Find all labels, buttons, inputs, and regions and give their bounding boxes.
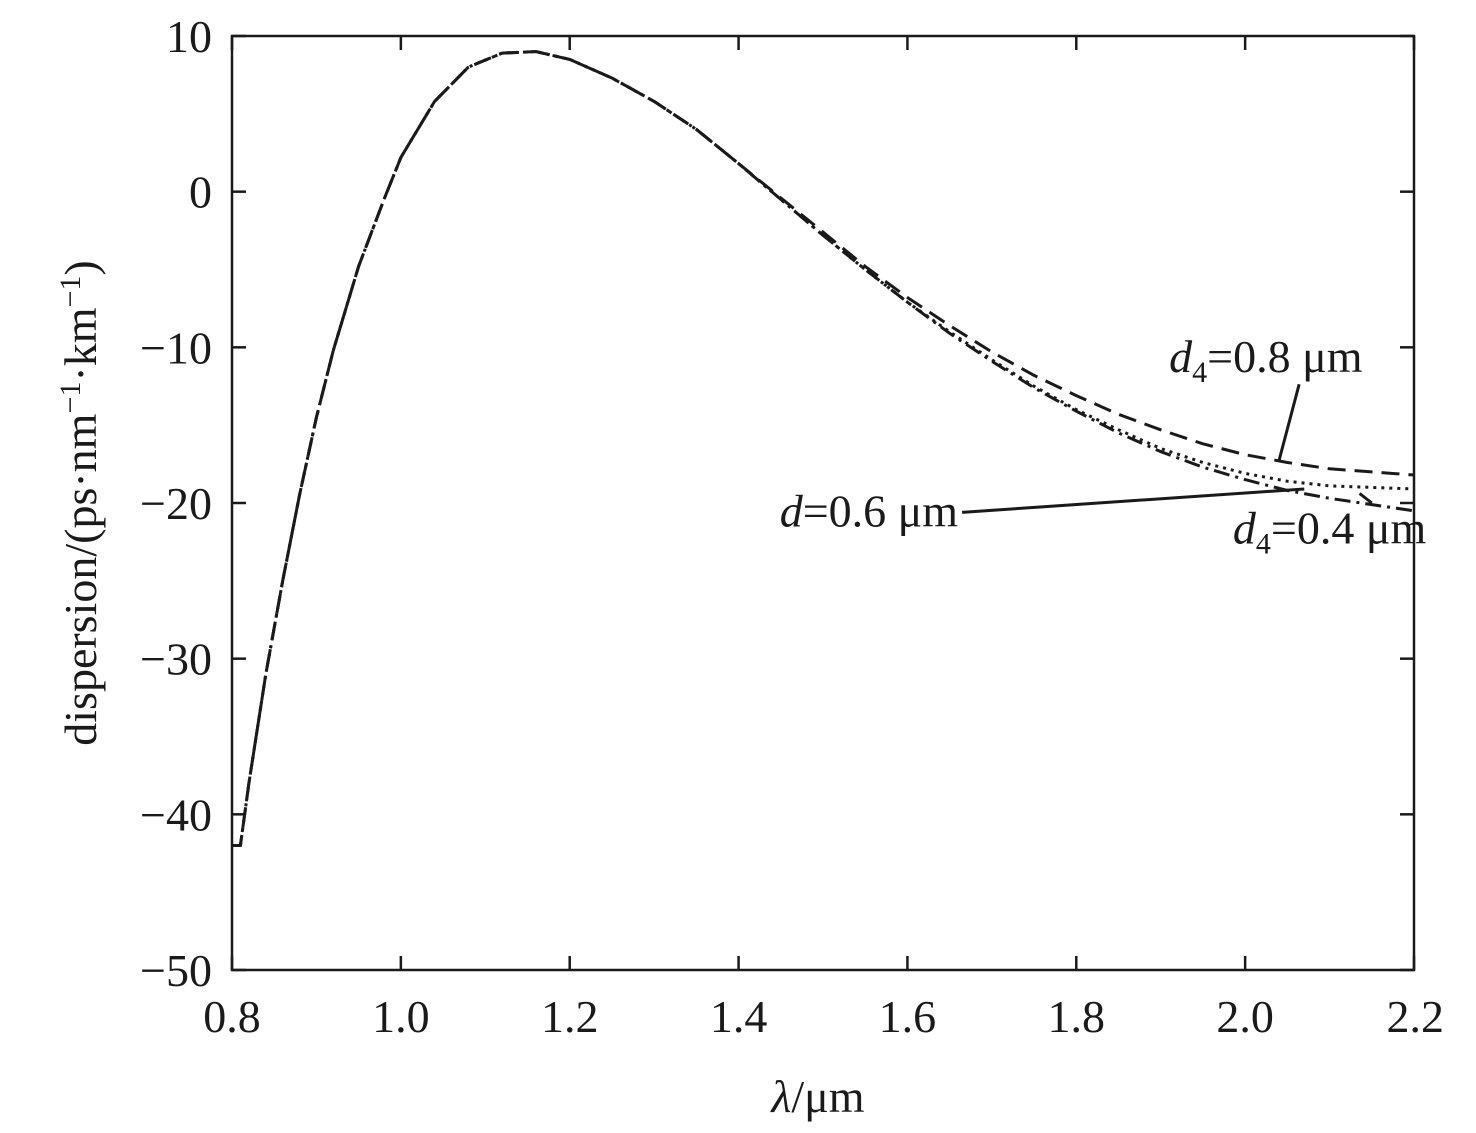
annotations-group: d4=0.8 μmd=0.6 μm d4=0.4 μm [780, 331, 1427, 560]
y-axis-title: dispersion/(ps·nm−1·km−1) [54, 260, 107, 745]
series-line-2 [232, 50, 1415, 847]
x-axis-unit: /μm [791, 1071, 864, 1122]
y-axis-title-sup2: −1 [54, 276, 87, 308]
y-tick-label: −30 [140, 634, 212, 685]
x-tick-label: 1.6 [879, 991, 937, 1042]
annotation-label-1: d4=0.8 μm [1169, 331, 1363, 389]
x-tick-label: 1.2 [541, 991, 599, 1042]
tick-labels-group: 0.8 1.0 1.2 1.4 1.6 1.8 2.0 2.2 10 0 −10 −20 −30 −40 −… [140, 11, 1444, 1042]
annotation-sub: 4 [1256, 527, 1271, 560]
y-tick-label: −20 [140, 478, 212, 529]
x-tick-label: 2.2 [1387, 991, 1445, 1042]
y-tick-label: −50 [140, 945, 212, 996]
y-axis-title-close: ) [55, 260, 106, 275]
annotation-text: =0.4 μm [1271, 502, 1427, 553]
y-tick-label: −10 [140, 322, 212, 373]
axis-ticks-group [230, 34, 1416, 972]
x-tick-label: 1.8 [1048, 991, 1106, 1042]
y-axis-title-sup1: −1 [54, 382, 87, 414]
x-tick-label: 1.4 [710, 991, 768, 1042]
annotation-text: =0.6 μm [803, 485, 959, 536]
annotation-text: =0.8 μm [1207, 331, 1363, 382]
y-tick-label: 10 [166, 11, 212, 62]
x-axis-symbol: λ [769, 1071, 791, 1122]
annotation-pointer-2 [961, 487, 1305, 514]
y-tick-label: −40 [140, 789, 212, 840]
annotation-var: d [1169, 331, 1193, 382]
x-tick-label: 0.8 [203, 991, 261, 1042]
x-tick-label: 1.0 [372, 991, 430, 1042]
y-tick-label: 0 [189, 167, 212, 218]
x-axis-title: λ/μm [769, 1071, 864, 1122]
y-axis-title-main: dispersion/(ps·nm [55, 413, 106, 745]
y-axis-title-mid: ·km [55, 307, 106, 381]
annotation-pointer-3 [1358, 492, 1373, 505]
annotation-label-2: d=0.6 μm [780, 485, 959, 536]
annotation-var: d [780, 485, 804, 536]
annotation-label-3: d4=0.4 μm [1233, 502, 1427, 560]
annotation-sub: 4 [1192, 356, 1207, 389]
annotation-var: d [1233, 502, 1257, 553]
annotation-pointer-1 [1277, 383, 1301, 462]
plot-series-group [232, 50, 1415, 847]
series-line-3 [232, 50, 1415, 847]
x-tick-label: 2.0 [1216, 991, 1274, 1042]
series-line-1 [232, 50, 1415, 847]
